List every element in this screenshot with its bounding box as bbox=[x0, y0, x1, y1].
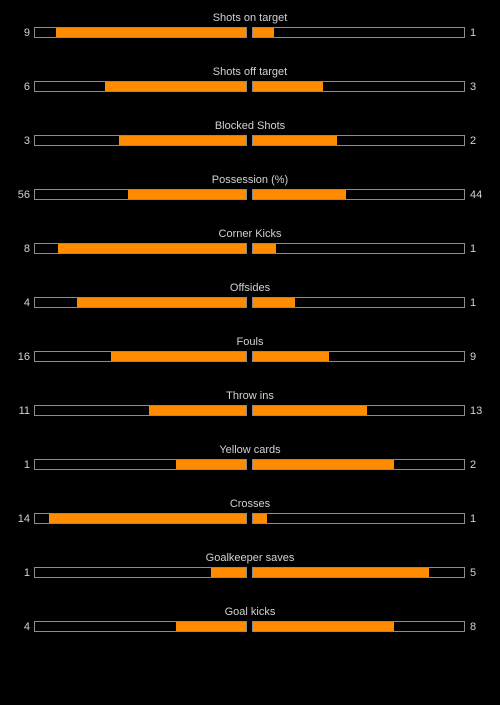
home-bar-fill bbox=[119, 136, 246, 145]
stat-title: Blocked Shots bbox=[214, 120, 286, 132]
home-bar bbox=[34, 135, 247, 146]
stat-title: Throw ins bbox=[226, 390, 274, 402]
home-bar-fill bbox=[49, 514, 246, 523]
away-value: 9 bbox=[470, 351, 477, 363]
home-value: 1 bbox=[23, 567, 30, 579]
away-bar bbox=[252, 135, 465, 146]
away-value: 1 bbox=[470, 513, 477, 525]
away-bar bbox=[252, 459, 465, 470]
away-bar bbox=[252, 189, 465, 200]
match-stats-panel: Shots on target 9 1 Shots off target 6 3 Block… bbox=[0, 0, 500, 648]
stat-title: Yellow cards bbox=[219, 444, 281, 456]
home-bar-fill bbox=[110, 352, 246, 361]
away-bar-fill bbox=[253, 136, 338, 145]
home-bar-fill bbox=[175, 460, 246, 469]
stat-title: Goal kicks bbox=[224, 606, 276, 618]
home-bar-fill bbox=[149, 406, 246, 415]
away-value: 44 bbox=[470, 189, 483, 201]
home-bar bbox=[34, 351, 247, 362]
away-bar bbox=[252, 297, 465, 308]
away-value: 1 bbox=[470, 297, 477, 309]
stat-row: Goalkeeper saves 1 5 bbox=[0, 540, 500, 594]
home-bar bbox=[34, 567, 247, 578]
home-bar bbox=[34, 621, 247, 632]
stat-row: Shots on target 9 1 bbox=[0, 0, 500, 54]
away-bar bbox=[252, 567, 465, 578]
away-value: 2 bbox=[470, 135, 477, 147]
home-bar bbox=[34, 189, 247, 200]
home-bar-fill bbox=[56, 28, 246, 37]
away-bar-fill bbox=[253, 352, 329, 361]
home-bar-fill bbox=[58, 244, 246, 253]
home-bar bbox=[34, 27, 247, 38]
stat-title: Fouls bbox=[236, 336, 264, 348]
away-bar-fill bbox=[253, 244, 277, 253]
home-value: 14 bbox=[17, 513, 30, 525]
stat-title: Possession (%) bbox=[211, 174, 289, 186]
away-bar-fill bbox=[253, 190, 346, 199]
away-bar bbox=[252, 405, 465, 416]
away-bar-fill bbox=[253, 568, 429, 577]
home-bar bbox=[34, 459, 247, 470]
away-bar bbox=[252, 621, 465, 632]
stat-row: Yellow cards 1 2 bbox=[0, 432, 500, 486]
stat-title: Crosses bbox=[229, 498, 271, 510]
away-value: 13 bbox=[470, 405, 483, 417]
away-value: 2 bbox=[470, 459, 477, 471]
away-bar bbox=[252, 81, 465, 92]
home-value: 6 bbox=[23, 81, 30, 93]
home-bar bbox=[34, 297, 247, 308]
away-value: 8 bbox=[470, 621, 477, 633]
home-bar bbox=[34, 513, 247, 524]
stat-row: Goal kicks 4 8 bbox=[0, 594, 500, 648]
home-value: 16 bbox=[17, 351, 30, 363]
away-bar-fill bbox=[253, 622, 394, 631]
home-bar-fill bbox=[175, 622, 246, 631]
stat-row: Possession (%) 56 44 bbox=[0, 162, 500, 216]
away-bar bbox=[252, 243, 465, 254]
stat-title: Corner Kicks bbox=[218, 228, 282, 240]
home-value: 11 bbox=[18, 405, 30, 417]
stat-row: Offsides 4 1 bbox=[0, 270, 500, 324]
away-bar bbox=[252, 351, 465, 362]
away-bar-fill bbox=[253, 82, 324, 91]
home-value: 56 bbox=[17, 189, 30, 201]
away-bar-fill bbox=[253, 28, 275, 37]
home-bar-fill bbox=[210, 568, 246, 577]
stat-row: Blocked Shots 3 2 bbox=[0, 108, 500, 162]
home-bar bbox=[34, 81, 247, 92]
stat-row: Throw ins 11 13 bbox=[0, 378, 500, 432]
home-bar bbox=[34, 405, 247, 416]
stat-title: Shots off target bbox=[212, 66, 288, 78]
away-value: 1 bbox=[470, 27, 477, 39]
home-value: 3 bbox=[23, 135, 30, 147]
home-bar-fill bbox=[77, 298, 246, 307]
stat-title: Goalkeeper saves bbox=[205, 552, 295, 564]
stat-title: Shots on target bbox=[212, 12, 288, 24]
home-bar-fill bbox=[105, 82, 246, 91]
home-value: 8 bbox=[23, 243, 30, 255]
stat-row: Crosses 14 1 bbox=[0, 486, 500, 540]
away-bar-fill bbox=[253, 514, 268, 523]
home-bar bbox=[34, 243, 247, 254]
away-bar bbox=[252, 27, 465, 38]
home-value: 1 bbox=[23, 459, 30, 471]
away-bar-fill bbox=[253, 298, 296, 307]
away-value: 3 bbox=[470, 81, 477, 93]
away-bar-fill bbox=[253, 406, 368, 415]
stat-row: Fouls 16 9 bbox=[0, 324, 500, 378]
away-bar bbox=[252, 513, 465, 524]
away-value: 5 bbox=[470, 567, 477, 579]
away-bar-fill bbox=[253, 460, 394, 469]
home-value: 4 bbox=[23, 297, 30, 309]
away-value: 1 bbox=[470, 243, 477, 255]
home-value: 4 bbox=[23, 621, 30, 633]
home-value: 9 bbox=[23, 27, 30, 39]
home-bar-fill bbox=[127, 190, 246, 199]
stat-row: Corner Kicks 8 1 bbox=[0, 216, 500, 270]
stat-title: Offsides bbox=[229, 282, 271, 294]
stat-row: Shots off target 6 3 bbox=[0, 54, 500, 108]
